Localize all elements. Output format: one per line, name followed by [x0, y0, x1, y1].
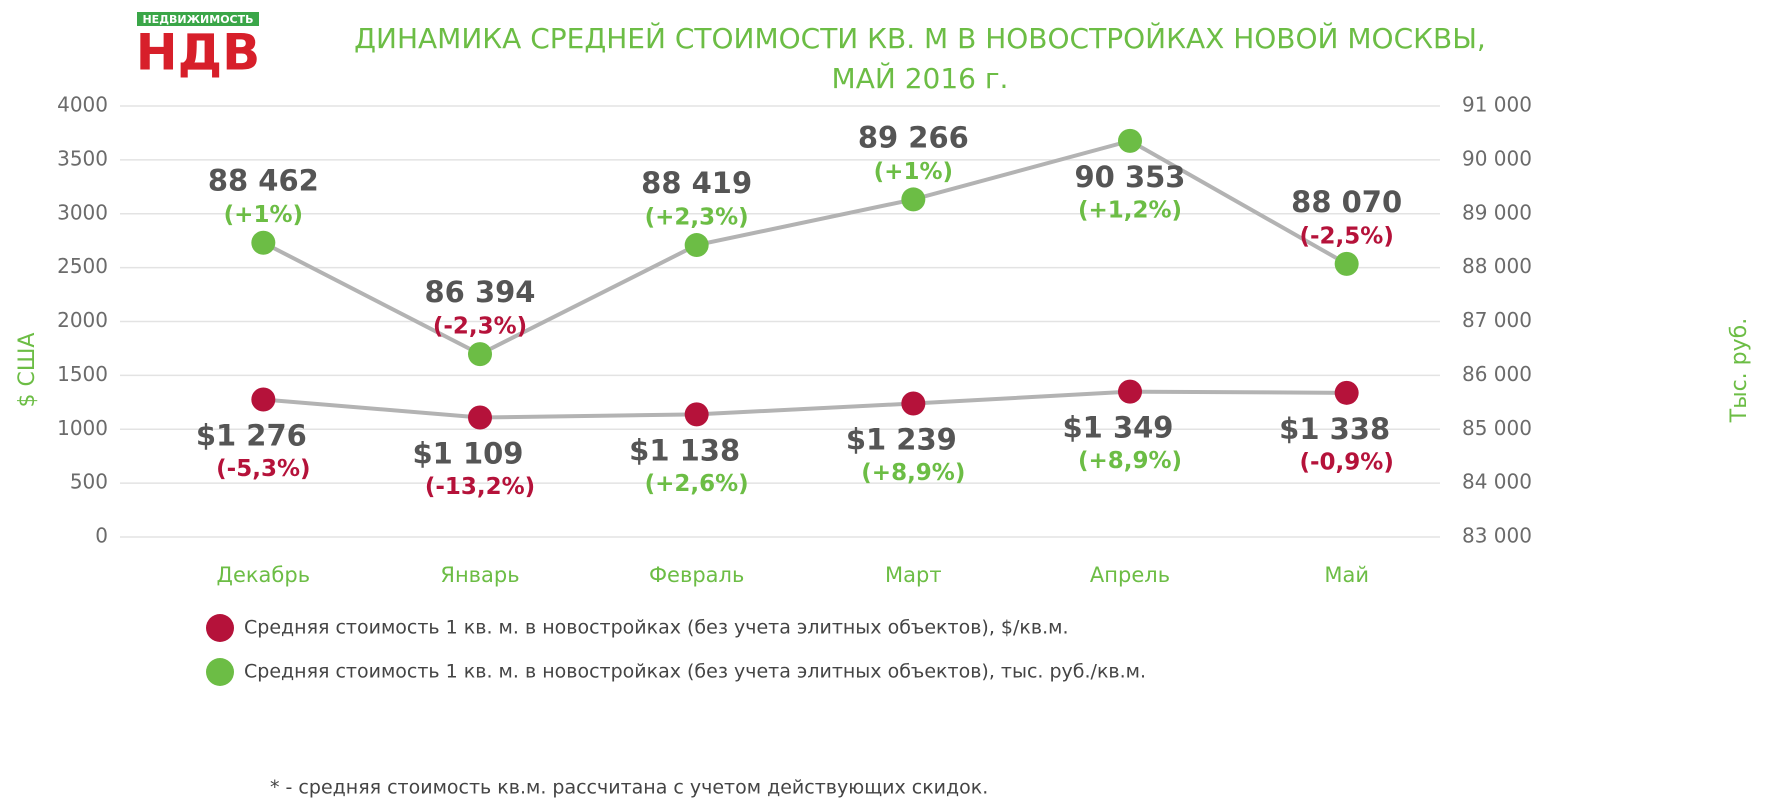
value-label: $1 239 [846, 422, 957, 456]
x-tick-label: Декабрь [217, 563, 311, 587]
y2-tick-label: 85 000 [1462, 416, 1532, 440]
value-label: 88 462 [208, 164, 319, 198]
change-label: (+2,6%) [645, 471, 749, 497]
y2-tick-label: 86 000 [1462, 362, 1532, 386]
change-label: (+1%) [224, 202, 303, 228]
series-line [263, 389, 1347, 420]
y-tick-label: 0 [95, 524, 108, 548]
point [468, 405, 492, 430]
x-tick-label: Апрель [1090, 563, 1170, 587]
x-tick-label: Май [1324, 563, 1369, 587]
point [251, 230, 276, 255]
y-tick-label: 1000 [57, 416, 108, 440]
y-tick-label: 500 [70, 470, 108, 494]
change-label: (-2,3%) [433, 314, 527, 340]
y-tick-label: 3000 [57, 200, 108, 224]
point [1118, 128, 1142, 153]
legend-marker [206, 614, 234, 642]
y2-tick-label: 90 000 [1462, 146, 1532, 170]
y-tick-label: 2000 [57, 308, 108, 332]
value-label: 88 419 [641, 166, 752, 200]
point [1118, 379, 1142, 404]
value-label: 90 353 [1075, 160, 1186, 194]
y2-tick-label: 84 000 [1462, 470, 1532, 494]
point [1334, 380, 1359, 405]
value-label: $1 349 [1063, 411, 1174, 445]
value-label: 89 266 [858, 120, 969, 154]
change-label: (-0,9%) [1299, 449, 1393, 475]
logo-top: НЕДВИЖИМОСТЬ [142, 13, 253, 26]
change-label: (+1%) [874, 159, 953, 185]
change-label: (+2,3%) [645, 205, 749, 231]
legend-label: Средняя стоимость 1 кв. м. в новостройка… [244, 617, 1068, 639]
y-tick-label: 1500 [57, 362, 108, 386]
chart-title: ДИНАМИКА СРЕДНЕЙ СТОИМОСТИ КВ. М В НОВОС… [354, 21, 1486, 55]
point [1334, 251, 1359, 276]
y2-tick-label: 89 000 [1462, 200, 1532, 224]
change-label: (+8,9%) [1078, 448, 1182, 474]
change-label: (-13,2%) [425, 474, 535, 500]
y2-tick-label: 87 000 [1462, 308, 1532, 332]
x-tick-label: Январь [440, 563, 519, 587]
value-label: $1 338 [1279, 412, 1390, 446]
y2-tick-label: 88 000 [1462, 254, 1532, 278]
value-label: $1 276 [196, 419, 307, 453]
y-tick-label: 4000 [57, 93, 108, 117]
y-tick-label: 3500 [57, 146, 108, 170]
value-label: $1 138 [629, 433, 740, 467]
point [901, 187, 926, 212]
logo: НЕДВИЖИМОСТЬ НДВ [136, 12, 261, 82]
y2-axis-label: Тыс. руб. [1727, 318, 1752, 423]
y-axis-label: $ США [15, 333, 40, 408]
x-tick-label: Февраль [649, 563, 744, 587]
logo-band [137, 12, 259, 26]
legend-label: Средняя стоимость 1 кв. м. в новостройка… [244, 661, 1146, 683]
point [684, 233, 709, 258]
value-label: 86 394 [425, 275, 536, 309]
change-label: (-5,3%) [216, 456, 310, 482]
chart-subtitle: МАЙ 2016 г. [832, 61, 1009, 95]
logo-main: НДВ [136, 24, 261, 82]
point [684, 402, 709, 427]
value-label: $1 109 [413, 437, 524, 471]
point [468, 342, 492, 367]
point [251, 387, 276, 412]
y2-tick-label: 83 000 [1462, 524, 1532, 548]
change-label: (-2,5%) [1299, 223, 1393, 249]
footnote: * - средняя стоимость кв.м. рассчитана с… [270, 777, 988, 799]
series-line [262, 138, 1348, 357]
y2-tick-label: 91 000 [1462, 93, 1532, 117]
change-label: (+8,9%) [861, 460, 965, 486]
x-tick-label: Март [885, 563, 942, 587]
value-label: 88 070 [1291, 185, 1402, 219]
point [901, 391, 926, 416]
change-label: (+1,2%) [1078, 197, 1182, 223]
y-tick-label: 2500 [57, 254, 108, 278]
legend-marker [206, 658, 234, 686]
